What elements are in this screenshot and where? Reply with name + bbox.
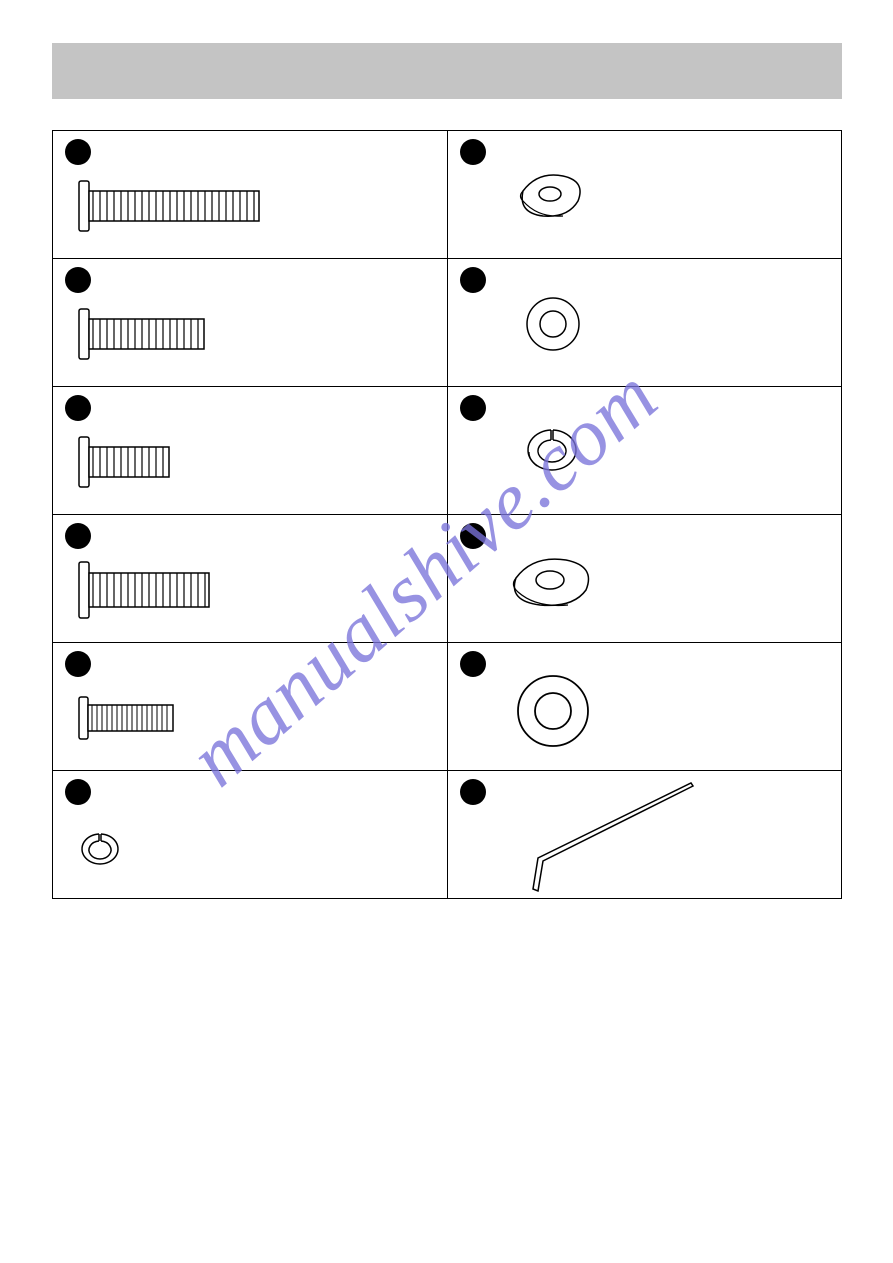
spring-washer-tiny-icon (71, 826, 131, 876)
cell-bolt-med (53, 259, 448, 387)
cell-flat-washer-small (447, 259, 842, 387)
flat-washer-small-icon (518, 294, 588, 354)
parts-grid (52, 130, 842, 899)
cell-allen-key (447, 771, 842, 899)
curved-washer-icon (508, 166, 598, 226)
cell-bolt-long (53, 131, 448, 259)
cell-spring-washer-tiny (53, 771, 448, 899)
spring-washer-small-icon (513, 422, 593, 482)
item-dot (65, 651, 91, 677)
item-dot (65, 139, 91, 165)
header-bar (52, 43, 842, 99)
bolt-small-fine-icon (73, 693, 188, 743)
item-dot (460, 651, 486, 677)
bolt-med2-icon (73, 560, 223, 620)
item-dot (65, 523, 91, 549)
item-dot (65, 779, 91, 805)
cell-bolt-small-fine (53, 643, 448, 771)
cell-spring-washer-small (447, 387, 842, 515)
flat-washer-large-icon (508, 671, 598, 751)
item-dot (460, 139, 486, 165)
cell-bolt-short (53, 387, 448, 515)
bolt-short-icon (73, 432, 193, 492)
item-dot (460, 523, 486, 549)
item-dot (65, 395, 91, 421)
cell-curved-washer-large (447, 515, 842, 643)
cell-curved-washer (447, 131, 842, 259)
item-dot (460, 267, 486, 293)
item-dot (65, 267, 91, 293)
bolt-long-icon (73, 176, 273, 236)
bolt-med-icon (73, 304, 223, 364)
cell-bolt-med2 (53, 515, 448, 643)
cell-flat-washer-large (447, 643, 842, 771)
item-dot (460, 779, 486, 805)
curved-washer-large-icon (498, 550, 608, 615)
item-dot (460, 395, 486, 421)
allen-key-icon (488, 781, 708, 896)
